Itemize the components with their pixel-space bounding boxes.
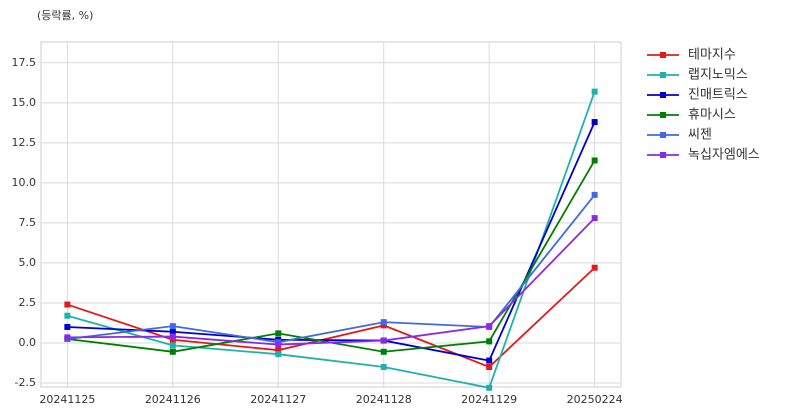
y-tick-label: 15.0	[12, 96, 37, 109]
y-tick-label: 12.5	[12, 136, 37, 149]
point	[64, 301, 71, 308]
series-line	[67, 267, 596, 369]
x-tick-label: 20250224	[567, 393, 623, 406]
legend-label: 테마지수	[688, 48, 736, 63]
point	[486, 338, 493, 345]
series-line	[67, 217, 596, 346]
point	[591, 191, 598, 198]
point	[380, 348, 387, 355]
x-tick-label: 20241127	[250, 393, 306, 406]
legend-marker	[660, 92, 666, 98]
point	[275, 330, 282, 337]
point	[169, 342, 176, 349]
point	[591, 215, 598, 222]
series-line	[67, 91, 596, 389]
legend-marker	[660, 152, 666, 158]
legend-label: 씨젠	[688, 128, 712, 143]
point	[275, 347, 282, 354]
y-tick-label: 7.5	[19, 216, 37, 229]
point	[64, 323, 71, 330]
point	[380, 337, 387, 344]
y-tick-label: 2.5	[19, 296, 37, 309]
point	[486, 363, 493, 370]
point	[64, 334, 71, 341]
point	[486, 323, 493, 330]
x-tick-label: 20241126	[145, 393, 201, 406]
legend-marker	[660, 72, 666, 78]
point	[169, 323, 176, 330]
point	[486, 357, 493, 364]
point	[380, 363, 387, 370]
legend-label: 랩지노믹스	[688, 68, 748, 83]
point	[380, 322, 387, 329]
point	[486, 384, 493, 391]
legend-label: 녹십자엠에스	[688, 148, 760, 163]
y-tick-label: 5.0	[19, 256, 37, 269]
point	[169, 336, 176, 343]
point	[591, 157, 598, 164]
point	[64, 312, 71, 319]
legend-marker	[660, 132, 666, 138]
x-tick-label: 20241129	[461, 393, 517, 406]
series-line	[67, 121, 596, 362]
x-tick-label: 20241125	[39, 393, 95, 406]
point	[169, 333, 176, 340]
point	[275, 341, 282, 348]
legend-marker	[660, 112, 666, 118]
series-line	[67, 160, 596, 353]
point	[591, 264, 598, 271]
point	[591, 119, 598, 126]
legend-label: 진매트릭스	[688, 88, 748, 103]
y-tick-label: 0.0	[19, 336, 37, 349]
plot-frame	[40, 41, 622, 388]
point	[591, 88, 598, 95]
point	[169, 328, 176, 335]
point	[275, 351, 282, 358]
series-line	[67, 194, 596, 344]
point	[169, 348, 176, 355]
x-tick-label: 20241128	[356, 393, 412, 406]
y-tick-label: -2.5	[15, 376, 36, 389]
annotation: (등락률, %)	[37, 9, 93, 22]
legend-marker	[660, 52, 666, 58]
y-tick-label: 10.0	[12, 176, 37, 189]
legend-label: 휴마시스	[688, 108, 736, 123]
y-tick-label: 17.5	[12, 56, 37, 69]
point	[380, 319, 387, 326]
